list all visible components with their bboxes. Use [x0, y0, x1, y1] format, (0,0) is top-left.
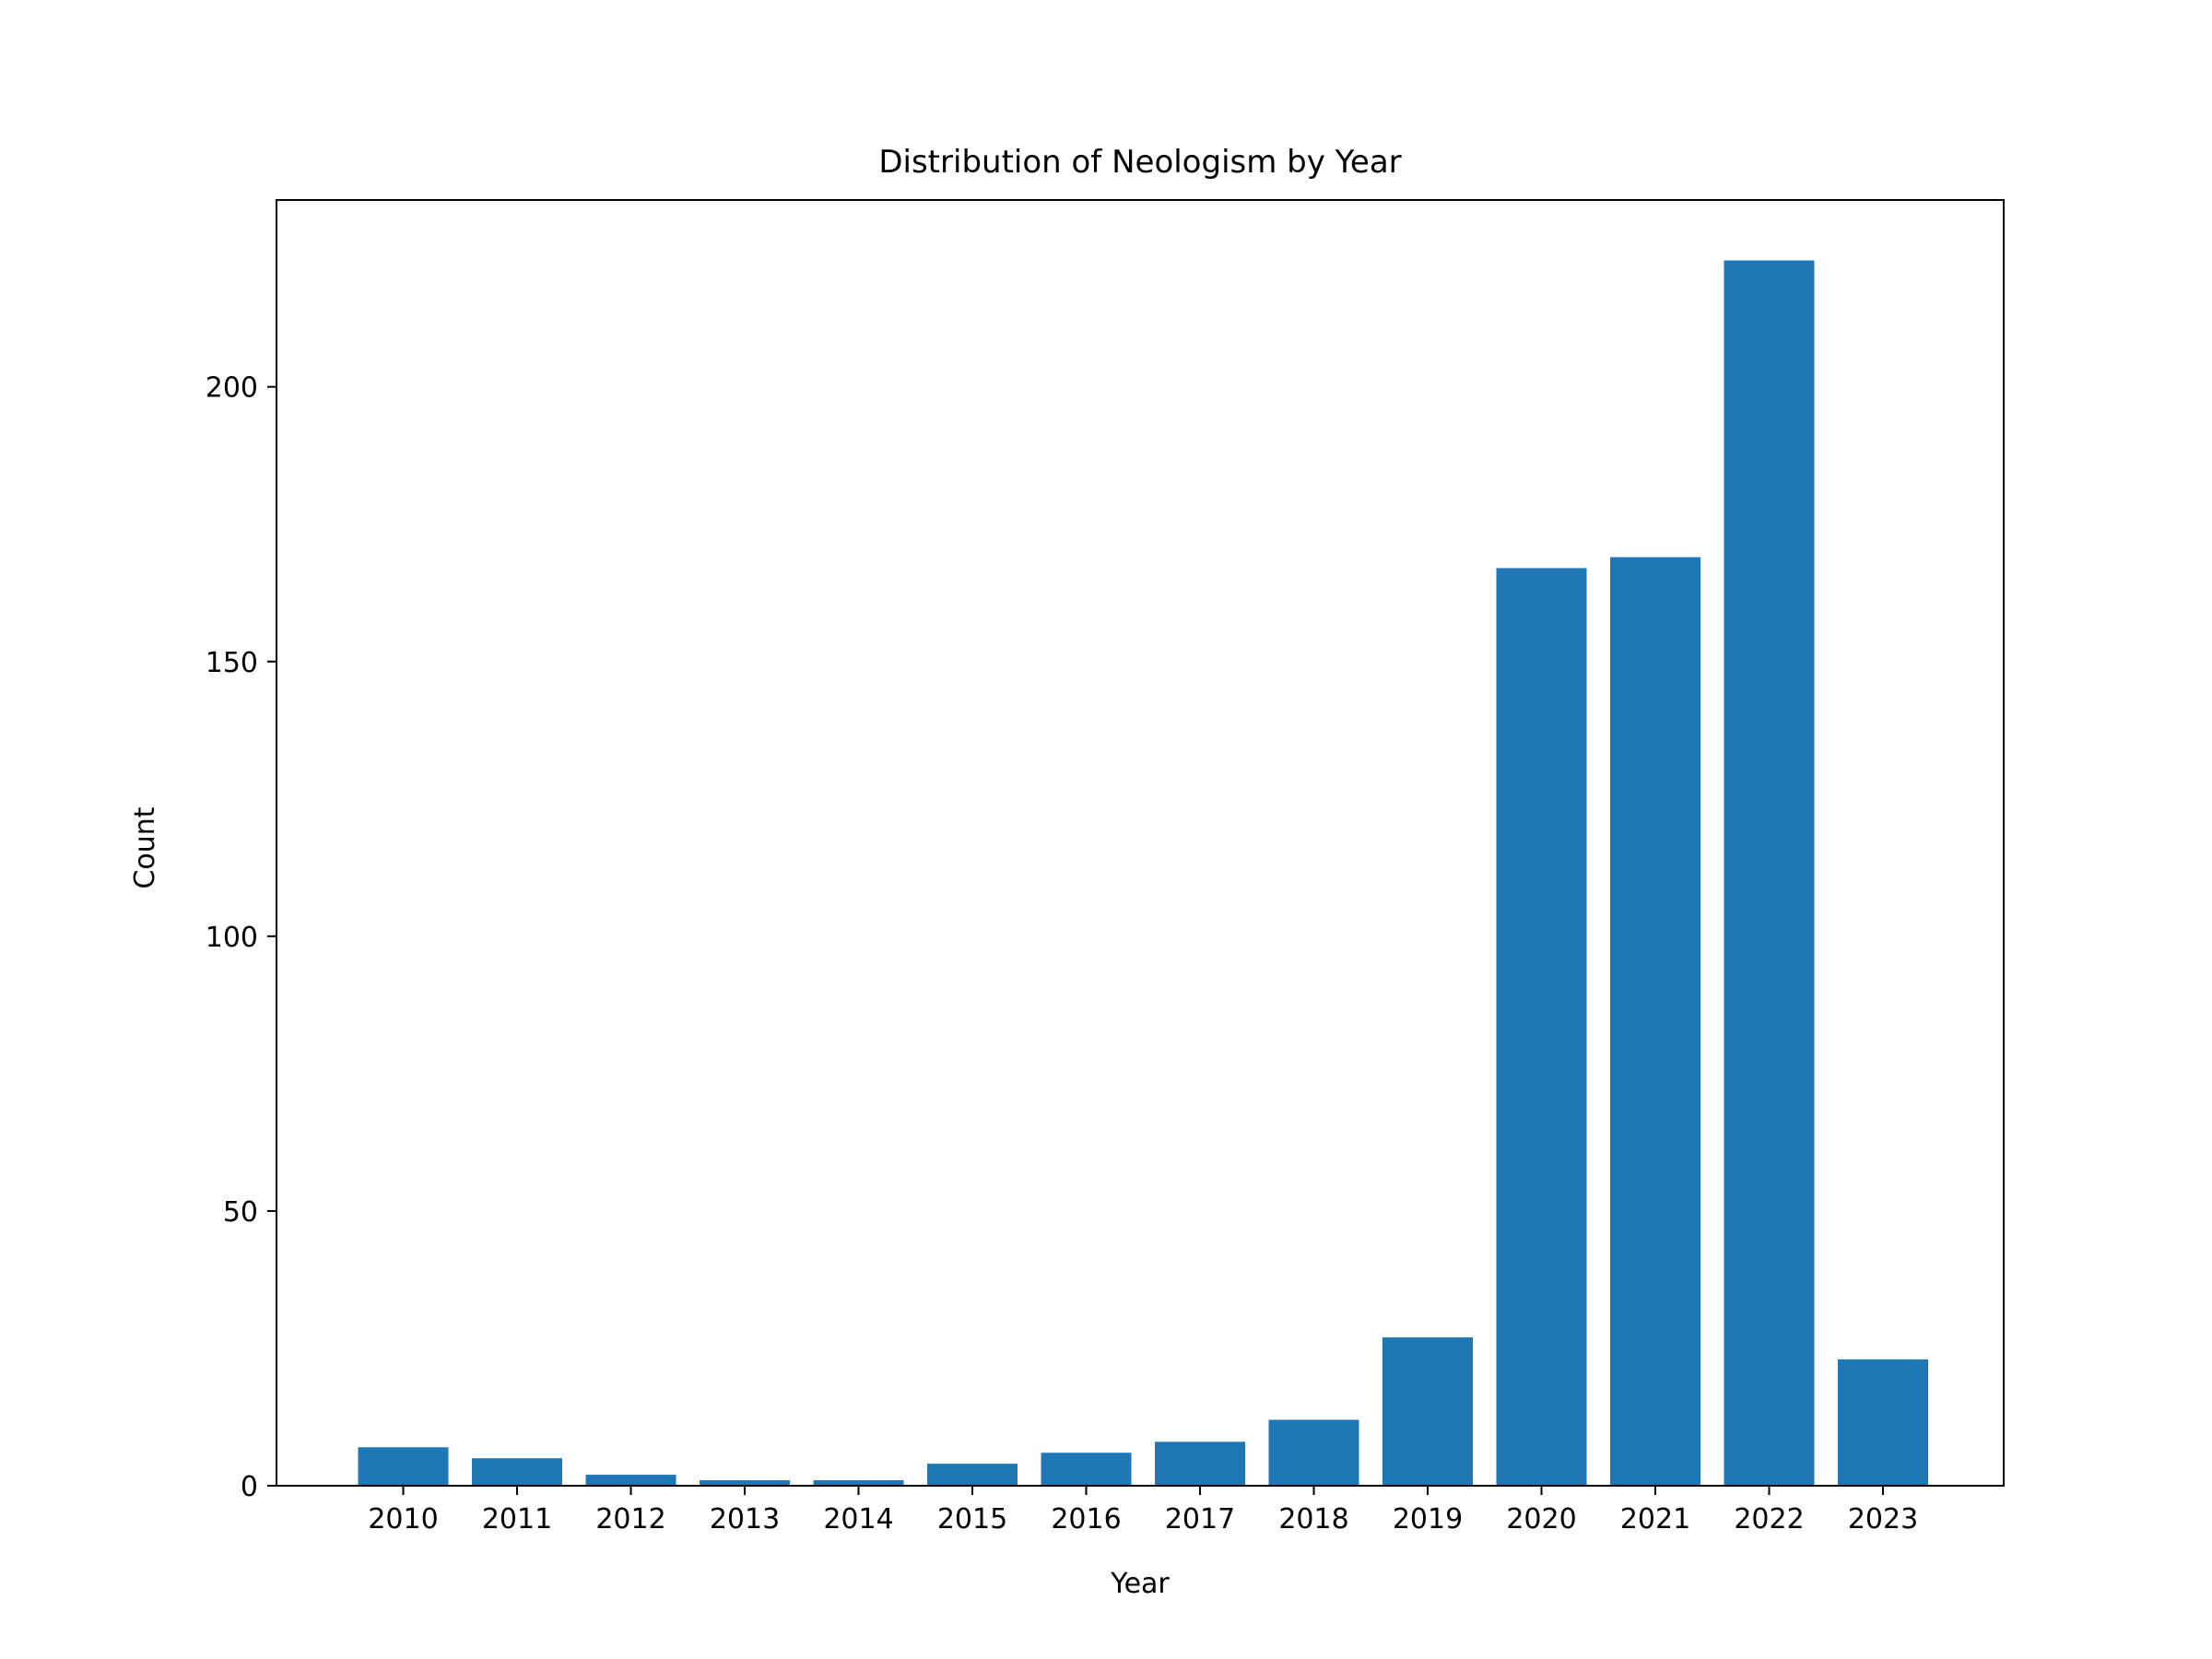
x-tick-label: 2022	[1734, 1503, 1804, 1535]
bar-2015	[927, 1464, 1018, 1486]
bar-2012	[585, 1475, 677, 1486]
x-tick-label: 2023	[1848, 1503, 1918, 1535]
bar-2020	[1496, 568, 1587, 1486]
bar-2021	[1610, 557, 1700, 1486]
plot-frame	[276, 199, 2005, 1487]
x-tick-label: 2020	[1506, 1503, 1576, 1535]
y-tick-label: 100	[206, 922, 258, 954]
x-tick-label: 2019	[1393, 1503, 1463, 1535]
x-axis-label: Year	[1110, 1568, 1170, 1600]
bar-2023	[1838, 1359, 1928, 1486]
bar-2010	[358, 1447, 449, 1486]
bars-group	[358, 260, 1928, 1487]
x-tick-label: 2017	[1165, 1503, 1235, 1535]
x-tick-label: 2016	[1051, 1503, 1121, 1535]
bar-2022	[1724, 260, 1815, 1487]
x-tick-label: 2011	[482, 1503, 552, 1535]
y-axis-label: Count	[129, 806, 161, 888]
x-tick-label: 2015	[937, 1503, 1007, 1535]
x-ticks-group: 2010 2011 2012 2013 2014 2015 2016 2017 2018 2019…	[368, 1486, 1918, 1535]
y-tick-label: 50	[223, 1196, 258, 1229]
bar-2017	[1155, 1441, 1245, 1486]
y-tick-label: 150	[206, 647, 258, 679]
bar-2011	[472, 1458, 562, 1486]
x-tick-label: 2012	[595, 1503, 665, 1535]
bar-2018	[1268, 1419, 1359, 1486]
x-tick-label: 2018	[1278, 1503, 1348, 1535]
bar-2014	[813, 1480, 904, 1486]
x-tick-label: 2014	[823, 1503, 893, 1535]
y-tick-label: 0	[241, 1471, 258, 1503]
chart-title: Distribution of Neologism by Year	[878, 144, 1401, 181]
y-tick-label: 200	[206, 372, 258, 405]
x-tick-label: 2013	[710, 1503, 780, 1535]
bar-2016	[1041, 1453, 1132, 1486]
x-tick-label: 2010	[368, 1503, 438, 1535]
bar-2013	[700, 1480, 790, 1486]
x-tick-label: 2021	[1620, 1503, 1690, 1535]
y-ticks-group: 0 50 100 150 200	[206, 372, 276, 1503]
bar-2019	[1382, 1337, 1473, 1486]
